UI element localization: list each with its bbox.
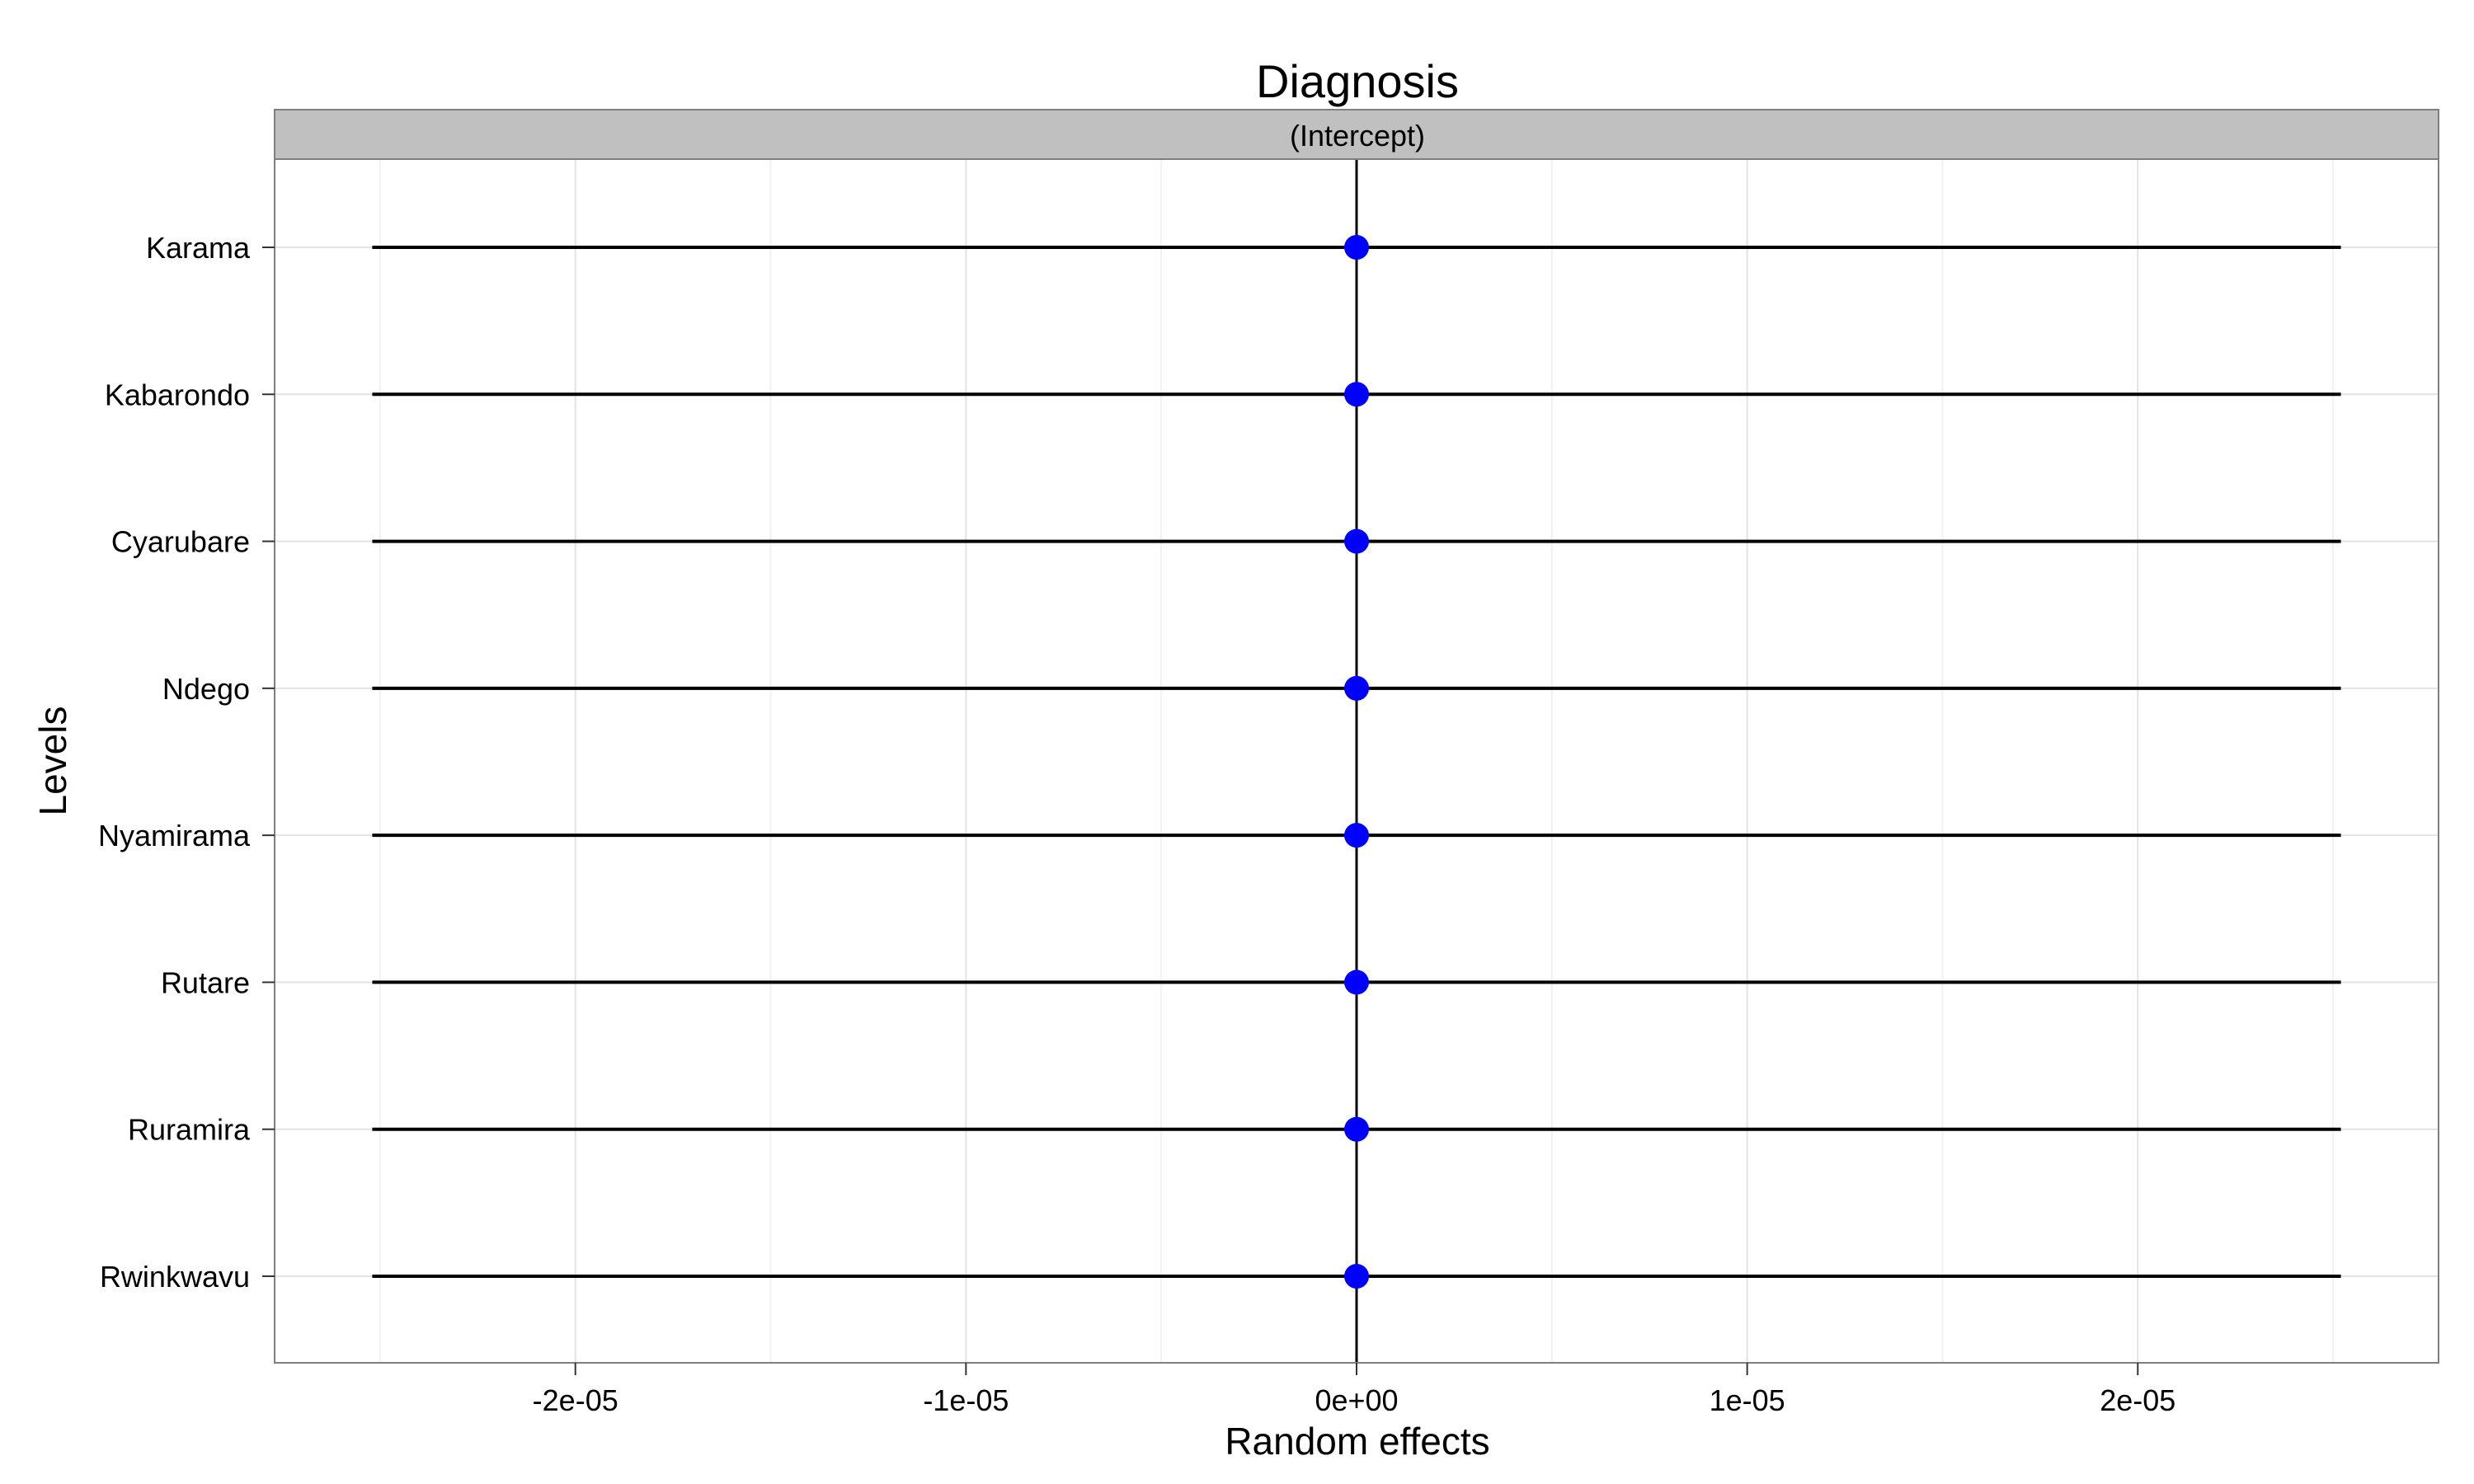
minor-gridlines <box>379 159 2335 1363</box>
x-tick-label: 1e-05 <box>1710 1383 1785 1417</box>
chart-title: Diagnosis <box>1256 55 1459 107</box>
x-axis: -2e-05 -1e-05 0e+00 1e-05 2e-05 <box>533 1363 2175 1417</box>
y-tick-label: Ndego <box>162 672 250 706</box>
y-tick-label: Kabarondo <box>105 378 250 411</box>
estimate-point <box>1344 1116 1369 1142</box>
y-tick-label: Nyamirama <box>98 819 251 852</box>
y-tick-label: Karama <box>146 231 251 265</box>
estimate-point <box>1344 675 1369 701</box>
point-series <box>1344 235 1369 1289</box>
y-axis-title: Levels <box>31 707 74 816</box>
x-axis-title: Random effects <box>1225 1420 1489 1463</box>
y-tick-label: Ruramira <box>128 1113 251 1147</box>
facet-strip: (Intercept) <box>274 109 2439 160</box>
x-tick-label: 2e-05 <box>2100 1383 2175 1417</box>
estimate-point <box>1344 970 1369 995</box>
y-tick-label: Rutare <box>161 965 250 999</box>
facet-strip-label: (Intercept) <box>1290 119 1425 153</box>
x-tick-label: -1e-05 <box>923 1383 1009 1417</box>
y-tick-label: Rwinkwavu <box>100 1260 250 1294</box>
estimate-point <box>1344 528 1369 554</box>
estimate-point <box>1344 823 1369 848</box>
estimate-point <box>1344 1264 1369 1289</box>
facet-strip-background <box>274 109 2439 160</box>
estimate-point <box>1344 235 1369 260</box>
y-tick-label: Cyarubare <box>111 525 250 559</box>
estimate-point <box>1344 382 1369 407</box>
x-tick-label: -2e-05 <box>533 1383 618 1417</box>
x-tick-label: 0e+00 <box>1315 1383 1398 1417</box>
y-axis: Karama Kabarondo Cyarubare Ndego Nyamirama Ru… <box>98 231 275 1294</box>
